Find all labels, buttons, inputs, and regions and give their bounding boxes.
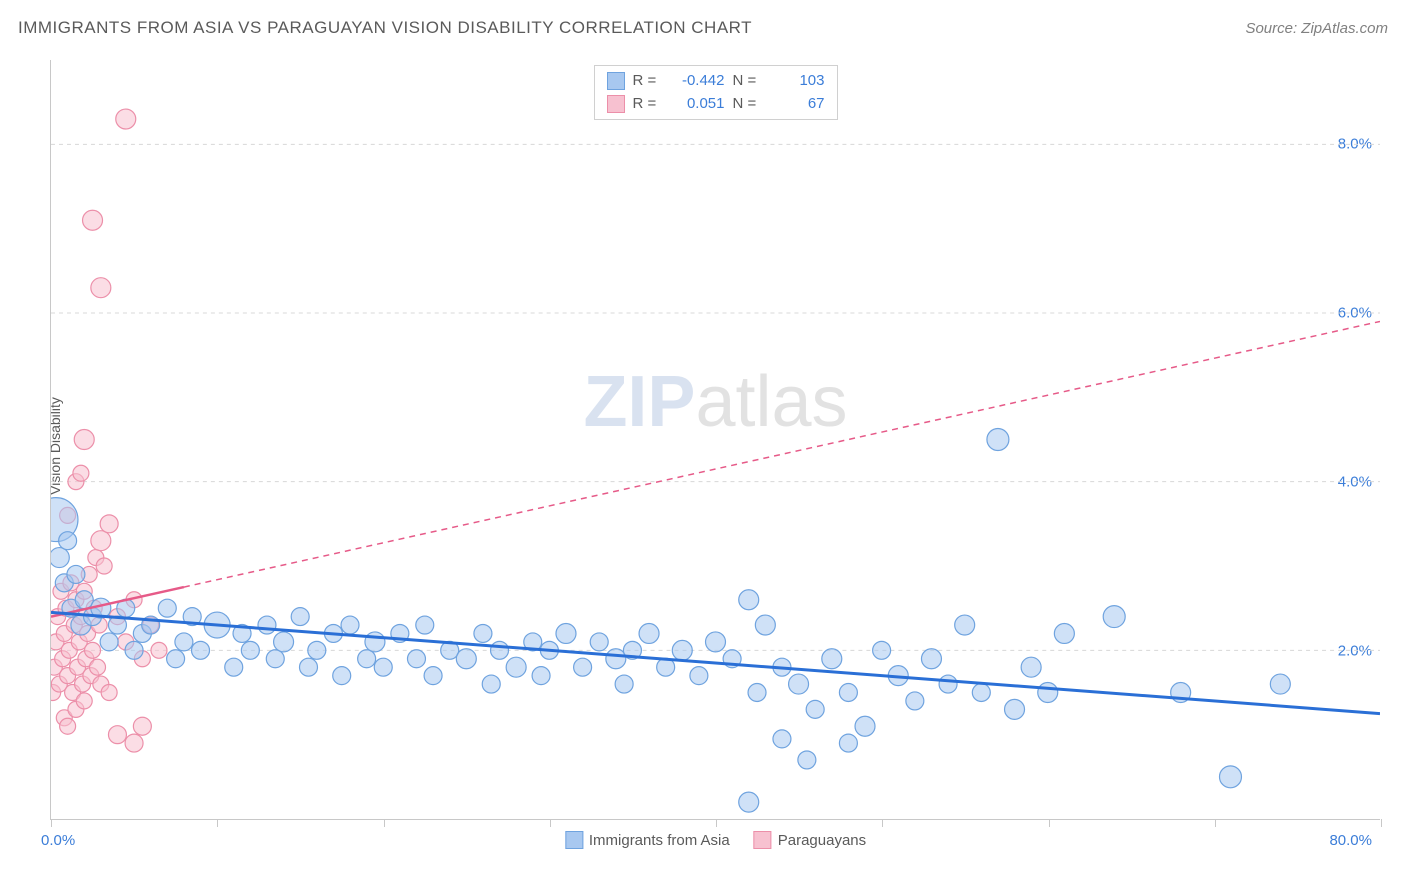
r-label: R = (633, 93, 661, 116)
series-legend: Immigrants from Asia Paraguayans (565, 831, 866, 849)
x-tick (1381, 819, 1382, 827)
n-value-blue: 103 (769, 70, 825, 93)
x-max-label: 80.0% (1329, 832, 1372, 849)
swatch-blue-icon (607, 72, 625, 90)
legend-label-pink: Paraguayans (778, 832, 866, 849)
x-tick (882, 819, 883, 827)
x-tick (716, 819, 717, 827)
n-label: N = (733, 70, 761, 93)
n-label: N = (733, 93, 761, 116)
chart-svg (51, 60, 1380, 819)
r-value-blue: -0.442 (669, 70, 725, 93)
r-label: R = (633, 70, 661, 93)
legend-item-pink: Paraguayans (754, 831, 866, 849)
x-tick (384, 819, 385, 827)
stats-row-pink: R = 0.051 N = 67 (607, 93, 825, 116)
source-text: Source: ZipAtlas.com (1245, 20, 1388, 37)
legend-label-blue: Immigrants from Asia (589, 832, 730, 849)
r-value-pink: 0.051 (669, 93, 725, 116)
n-value-pink: 67 (769, 93, 825, 116)
x-tick (1215, 819, 1216, 827)
legend-item-blue: Immigrants from Asia (565, 831, 730, 849)
x-tick (1049, 819, 1050, 827)
stats-legend: R = -0.442 N = 103 R = 0.051 N = 67 (594, 65, 838, 120)
plot-area: ZIPatlas R = -0.442 N = 103 R = 0.051 N … (50, 60, 1380, 820)
swatch-blue-icon (565, 831, 583, 849)
x-tick (550, 819, 551, 827)
x-min-label: 0.0% (41, 832, 75, 849)
swatch-pink-icon (754, 831, 772, 849)
stats-row-blue: R = -0.442 N = 103 (607, 70, 825, 93)
x-tick (51, 819, 52, 827)
swatch-pink-icon (607, 95, 625, 113)
x-tick (217, 819, 218, 827)
chart-title: IMMIGRANTS FROM ASIA VS PARAGUAYAN VISIO… (18, 18, 752, 38)
